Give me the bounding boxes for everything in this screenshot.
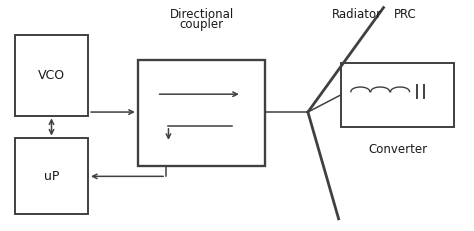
Text: Converter: Converter xyxy=(368,143,427,156)
Text: Directional: Directional xyxy=(169,8,234,21)
FancyBboxPatch shape xyxy=(138,60,265,166)
FancyBboxPatch shape xyxy=(15,35,88,116)
Text: Radiator: Radiator xyxy=(331,8,382,21)
Text: PRC: PRC xyxy=(393,8,416,21)
Text: coupler: coupler xyxy=(180,18,224,30)
FancyBboxPatch shape xyxy=(15,138,88,214)
FancyBboxPatch shape xyxy=(341,63,455,127)
Text: uP: uP xyxy=(44,170,59,183)
Text: VCO: VCO xyxy=(38,69,65,82)
